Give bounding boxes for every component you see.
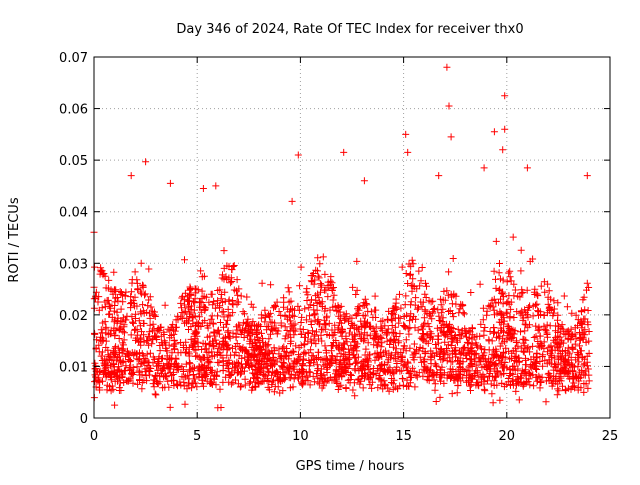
- x-tick-label: 15: [395, 429, 412, 444]
- y-tick-label: 0.05: [59, 154, 88, 169]
- y-tick-label: 0: [80, 412, 88, 427]
- y-tick-label: 0.01: [59, 360, 88, 375]
- x-tick-label: 0: [90, 429, 98, 444]
- y-tick-label: 0.02: [59, 309, 88, 324]
- x-tick-label: 20: [499, 429, 516, 444]
- y-tick-label: 0.07: [59, 51, 88, 66]
- plot-frame: [93, 56, 611, 419]
- chart-title: Day 346 of 2024, Rate Of TEC Index for r…: [176, 22, 523, 37]
- ticks-layer: 0 5 10 15 20 25 0 0.01 0.02 0.03 0.04 0.05 0.06 0.07: [59, 51, 618, 444]
- data-points-layer: [90, 63, 593, 412]
- x-axis-label: GPS time / hours: [296, 459, 405, 474]
- x-tick-label: 5: [193, 429, 201, 444]
- x-tick-label: 10: [292, 429, 309, 444]
- y-tick-label: 0.06: [59, 103, 88, 118]
- y-tick-label: 0.04: [59, 206, 88, 221]
- x-tick-label: 25: [602, 429, 619, 444]
- y-axis-label: ROTI / TECUs: [7, 197, 22, 282]
- y-tick-label: 0.03: [59, 257, 88, 272]
- roti-data-points: [90, 63, 593, 412]
